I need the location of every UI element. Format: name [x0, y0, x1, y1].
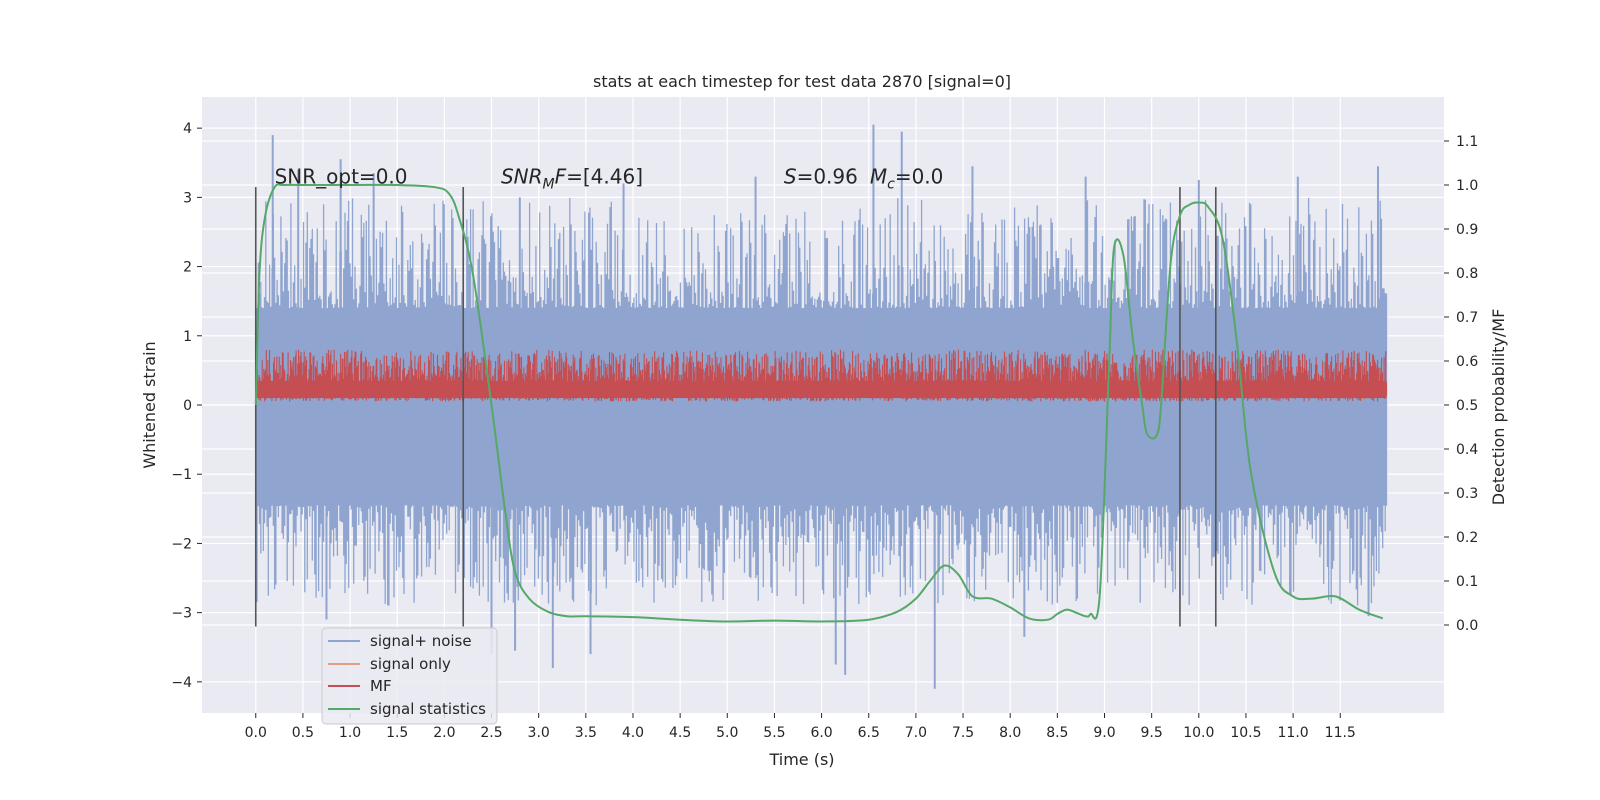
legend-label-mf: MF	[370, 677, 392, 695]
x-tick-label: 11.5	[1325, 725, 1356, 741]
x-tick-label: 4.5	[669, 725, 691, 741]
y-right-tick-label: 0.9	[1456, 222, 1478, 238]
y-right-tick-label: 0.6	[1456, 354, 1478, 370]
legend-label-signal-only: signal only	[370, 655, 451, 673]
annotations: SNR_opt=0.0 SNRMF=[4.46] S=0.96 Mc=0.0	[275, 165, 944, 193]
y-tick-label: −3	[171, 606, 192, 622]
x-tick-label: 0.0	[245, 725, 267, 741]
legend-label-signal-statistics: signal statistics	[370, 700, 486, 718]
y-right-tick-label: 0.3	[1456, 486, 1478, 502]
signal-statistics-line	[254, 183, 1384, 623]
series-signal-statistics	[254, 183, 1384, 623]
x-tick-label: 2.0	[433, 725, 455, 741]
x-tick-label: 8.5	[1046, 725, 1068, 741]
vertical-lines	[254, 186, 1217, 627]
legend-label-signal-noise: signal+ noise	[370, 632, 472, 650]
x-tick-label: 9.0	[1093, 725, 1115, 741]
y-tick-label: 4	[183, 121, 192, 137]
series-signal-noise	[255, 124, 1388, 689]
annotation-snr-mf: SNRMF=[4.46]	[501, 165, 643, 193]
x-axis-label: Time (s)	[768, 750, 834, 769]
y-tick-label: −2	[171, 536, 192, 552]
x-tick-label: 10.0	[1183, 725, 1214, 741]
y-tick-label: 2	[183, 260, 192, 276]
x-tick-label: 9.5	[1141, 725, 1163, 741]
x-tick-label: 5.0	[716, 725, 738, 741]
x-tick-label: 1.0	[339, 725, 361, 741]
x-tick-label: 2.5	[480, 725, 502, 741]
x-tick-label: 4.0	[622, 725, 644, 741]
x-tick-label: 10.5	[1230, 725, 1261, 741]
x-tick-label: 5.5	[763, 725, 785, 741]
y-right-axis-label: Detection probability/MF	[1489, 309, 1508, 506]
y-tick-label: 3	[183, 190, 192, 206]
y-right-tick-label: 0.7	[1456, 310, 1478, 326]
y-right-tick-label: 0.5	[1456, 398, 1478, 414]
chart-title: stats at each timestep for test data 287…	[593, 72, 1011, 91]
plot-area	[254, 124, 1388, 689]
y-tick-label: 0	[183, 398, 192, 414]
legend: signal+ noise signal only MF signal stat…	[321, 627, 498, 725]
y-tick-label: 1	[183, 329, 192, 345]
x-tick-label: 3.0	[528, 725, 550, 741]
y-tick-label: −4	[171, 675, 192, 691]
annotation-overlap: S=0.96 Mc=0.0	[784, 165, 944, 193]
x-tick-label: 0.5	[292, 725, 314, 741]
annotation-snr-opt: SNR_opt=0.0	[275, 165, 408, 189]
x-tick-label: 6.0	[810, 725, 832, 741]
y-right-tick-label: 1.0	[1456, 178, 1478, 194]
y-axis-ticks: −4 −3 −2 −1 0 1 2 3 4	[171, 121, 202, 691]
y-right-axis-ticks: 0.0 0.1 0.2 0.3 0.4 0.5 0.6 0.7 0.8 0.9 1.0 1.1	[1444, 134, 1478, 634]
y-right-tick-label: 0.2	[1456, 530, 1478, 546]
x-tick-label: 8.0	[999, 725, 1021, 741]
y-tick-label: −1	[171, 467, 192, 483]
y-right-tick-label: 0.4	[1456, 442, 1478, 458]
x-tick-label: 3.5	[575, 725, 597, 741]
x-tick-label: 11.0	[1278, 725, 1309, 741]
y-right-tick-label: 0.1	[1456, 574, 1478, 590]
y-axis-label: Whitened strain	[140, 341, 159, 468]
series-mf	[255, 349, 1388, 402]
x-axis-ticks: 0.0 0.5 1.0 1.5 2.0 2.5 3.0 3.5 4.0 4.5 5.0 5.5 6.0 6…	[245, 713, 1356, 741]
y-right-tick-label: 0.8	[1456, 266, 1478, 282]
y-right-tick-label: 0.0	[1456, 618, 1478, 634]
x-tick-label: 7.5	[952, 725, 974, 741]
x-tick-label: 1.5	[386, 725, 408, 741]
y-right-tick-label: 1.1	[1456, 134, 1478, 150]
x-tick-label: 7.0	[905, 725, 927, 741]
legend-box	[321, 627, 498, 725]
x-tick-label: 6.5	[858, 725, 880, 741]
